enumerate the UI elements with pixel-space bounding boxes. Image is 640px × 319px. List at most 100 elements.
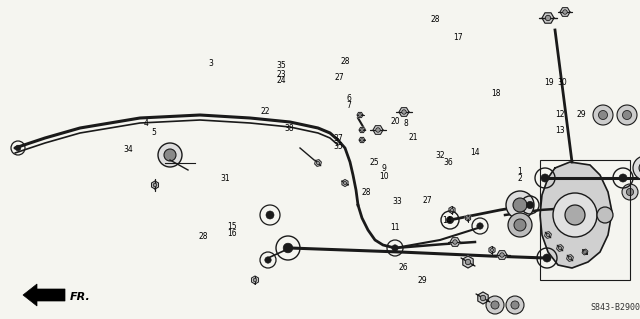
- Circle shape: [508, 213, 532, 237]
- Circle shape: [392, 245, 398, 251]
- Circle shape: [486, 296, 504, 314]
- Circle shape: [15, 145, 20, 151]
- Text: 27: 27: [422, 196, 433, 205]
- Text: 20: 20: [390, 117, 401, 126]
- Text: 16: 16: [227, 229, 237, 238]
- Text: FR.: FR.: [70, 292, 91, 302]
- Polygon shape: [252, 276, 259, 284]
- Polygon shape: [582, 249, 588, 255]
- Text: 15: 15: [227, 222, 237, 231]
- Circle shape: [553, 193, 597, 237]
- Text: 17: 17: [452, 33, 463, 42]
- Circle shape: [543, 254, 551, 262]
- Circle shape: [490, 249, 493, 252]
- Polygon shape: [152, 181, 159, 189]
- Circle shape: [513, 198, 527, 212]
- Polygon shape: [497, 251, 507, 259]
- Text: 4: 4: [143, 119, 148, 128]
- Circle shape: [506, 191, 534, 219]
- Circle shape: [593, 105, 613, 125]
- Polygon shape: [540, 162, 612, 268]
- Text: 34: 34: [123, 145, 133, 154]
- Circle shape: [266, 211, 274, 219]
- Circle shape: [480, 295, 486, 301]
- Text: 30: 30: [557, 78, 567, 87]
- Text: 29: 29: [417, 276, 428, 285]
- Text: 37: 37: [333, 134, 343, 143]
- Polygon shape: [557, 245, 563, 251]
- Circle shape: [465, 259, 470, 265]
- Circle shape: [627, 189, 634, 196]
- Text: 27: 27: [334, 73, 344, 82]
- Polygon shape: [560, 8, 570, 16]
- Text: 14: 14: [442, 216, 452, 225]
- Text: 32: 32: [435, 151, 445, 160]
- Circle shape: [467, 217, 469, 219]
- Polygon shape: [465, 215, 470, 221]
- Polygon shape: [342, 180, 348, 187]
- Text: 38: 38: [284, 124, 294, 133]
- Circle shape: [358, 114, 362, 116]
- Circle shape: [622, 184, 638, 200]
- Text: 3: 3: [209, 59, 214, 68]
- Circle shape: [623, 110, 632, 120]
- Circle shape: [158, 143, 182, 167]
- Circle shape: [639, 162, 640, 174]
- Polygon shape: [542, 13, 554, 23]
- Polygon shape: [357, 112, 363, 118]
- Text: 24: 24: [276, 76, 287, 85]
- Text: 33: 33: [392, 197, 402, 206]
- Polygon shape: [359, 127, 365, 133]
- Text: 8: 8: [403, 119, 408, 128]
- Circle shape: [568, 256, 572, 260]
- Polygon shape: [399, 108, 409, 116]
- Text: 22: 22: [261, 107, 270, 115]
- Circle shape: [597, 207, 613, 223]
- Circle shape: [598, 110, 607, 120]
- Text: 28: 28: [199, 232, 208, 241]
- Circle shape: [316, 161, 319, 165]
- Text: 28: 28: [362, 189, 371, 197]
- Circle shape: [511, 301, 519, 309]
- Circle shape: [283, 243, 293, 253]
- Polygon shape: [23, 284, 65, 306]
- Text: 35: 35: [276, 61, 287, 70]
- Text: 7: 7: [346, 101, 351, 110]
- Circle shape: [477, 223, 483, 229]
- Circle shape: [545, 15, 550, 21]
- Circle shape: [452, 240, 457, 244]
- Text: 25: 25: [369, 158, 380, 167]
- Circle shape: [361, 139, 364, 141]
- Polygon shape: [373, 126, 383, 134]
- Polygon shape: [359, 137, 365, 143]
- Text: 23: 23: [276, 70, 287, 78]
- Circle shape: [547, 234, 550, 237]
- Circle shape: [526, 201, 534, 209]
- Text: 9: 9: [381, 164, 387, 173]
- Text: 26: 26: [398, 263, 408, 272]
- Circle shape: [344, 182, 347, 185]
- Polygon shape: [463, 256, 473, 268]
- Text: 1: 1: [517, 167, 522, 176]
- Polygon shape: [545, 232, 552, 238]
- Text: 29: 29: [576, 110, 586, 119]
- Text: 36: 36: [443, 158, 453, 167]
- Circle shape: [559, 246, 561, 249]
- Circle shape: [451, 208, 454, 211]
- Text: 18: 18: [492, 89, 500, 98]
- Text: 19: 19: [544, 78, 554, 87]
- Text: 14: 14: [470, 148, 480, 157]
- Text: 6: 6: [346, 94, 351, 103]
- Polygon shape: [315, 160, 321, 167]
- Polygon shape: [478, 292, 488, 304]
- Text: S843-B2900A: S843-B2900A: [590, 303, 640, 313]
- Circle shape: [253, 278, 257, 282]
- Text: 13: 13: [555, 126, 565, 135]
- Text: 10: 10: [379, 172, 389, 181]
- Circle shape: [633, 156, 640, 180]
- Polygon shape: [489, 247, 495, 254]
- Text: 12: 12: [556, 110, 564, 119]
- Text: 31: 31: [220, 174, 230, 182]
- Circle shape: [376, 128, 380, 132]
- Circle shape: [584, 251, 586, 253]
